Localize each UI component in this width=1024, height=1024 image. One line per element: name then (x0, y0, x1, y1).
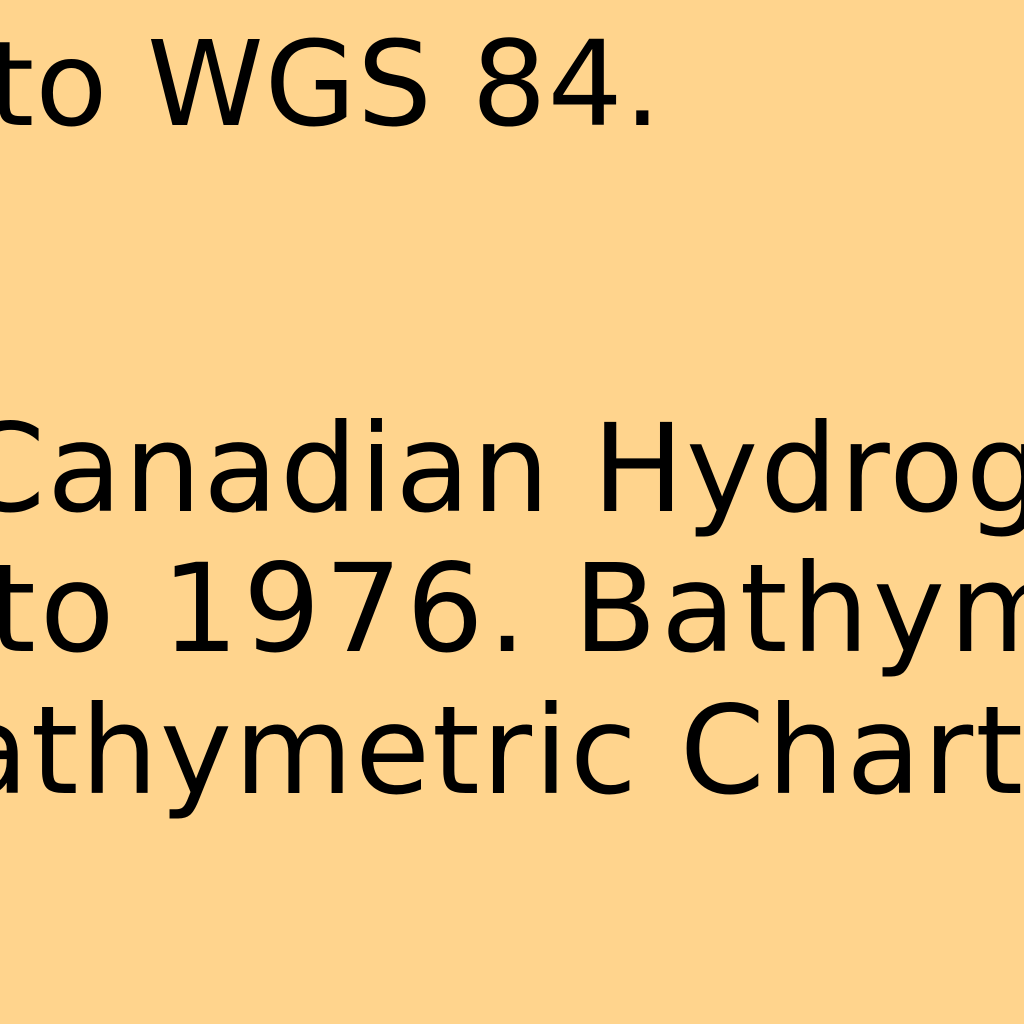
datum-note-line: to WGS 84. (0, 15, 663, 153)
source-note-line-1: Canadian Hydrogr (0, 398, 1024, 540)
source-note-line-2: to 1976. Bathym (0, 538, 1024, 680)
source-note-line-3: athymetric Chart o (0, 680, 1024, 822)
